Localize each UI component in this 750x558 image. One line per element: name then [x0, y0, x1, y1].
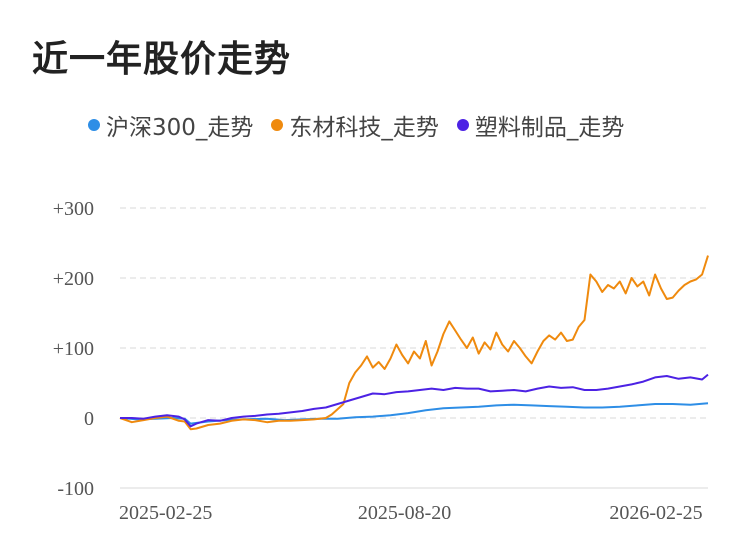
x-tick-label: 2025-08-20 — [358, 502, 451, 524]
legend-label: 沪深300_走势 — [106, 115, 254, 141]
chart-legend: 沪深300_走势 东材科技_走势 塑料制品_走势 — [88, 108, 624, 142]
chart-title: 近一年股价走势 — [32, 39, 292, 80]
y-tick-label: +200 — [53, 268, 94, 290]
legend-item[interactable]: 东材科技_走势 — [271, 108, 439, 142]
legend-dot-icon — [88, 119, 100, 131]
legend-dot-icon — [456, 119, 469, 131]
legend-label: 塑料制品_走势 — [474, 115, 625, 141]
y-tick-label: +100 — [53, 338, 94, 360]
legend-label: 东材科技_走势 — [289, 115, 439, 141]
x-tick-label: 2026-02-25 — [609, 502, 702, 524]
legend-item[interactable]: 沪深300_走势 — [88, 108, 253, 142]
series-line — [119, 255, 709, 431]
y-tick-label: +300 — [53, 198, 94, 220]
legend-dot-icon — [271, 119, 284, 131]
legend-item[interactable]: 塑料制品_走势 — [456, 108, 625, 142]
series-line — [120, 373, 709, 428]
y-tick-label: -100 — [57, 478, 94, 500]
x-tick-label: 2025-02-25 — [119, 502, 212, 524]
y-tick-label: 0 — [84, 408, 94, 430]
